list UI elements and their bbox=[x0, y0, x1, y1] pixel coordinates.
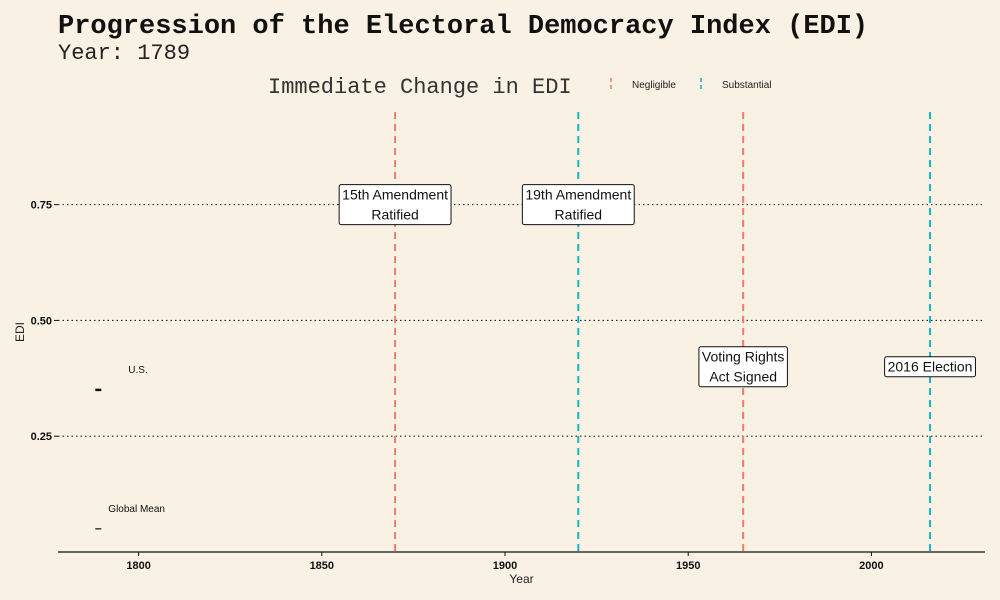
event-annotation-1870: 15th Amendment Ratified bbox=[338, 184, 452, 226]
series-label-global-mean: Global Mean bbox=[108, 504, 165, 515]
event-label-1870-line-2: Ratified bbox=[371, 207, 418, 223]
axes: 1800 1850 1900 1950 2000 0.25 0.50 0.75 Year EDI bbox=[13, 200, 985, 586]
event-label-2016-line-1: 2016 Election bbox=[888, 359, 973, 375]
y-tick-label-0.50: 0.50 bbox=[31, 315, 52, 327]
legend: Negligible Substantial bbox=[610, 78, 771, 92]
chart-title: Progression of the Electoral Democracy I… bbox=[58, 12, 868, 42]
event-annotation-1965: Voting Rights Act Signed bbox=[698, 346, 788, 388]
x-tick-label-1900: 1900 bbox=[493, 560, 517, 572]
chart-subtitle: Year: 1789 bbox=[58, 41, 190, 66]
event-label-box-1920 bbox=[521, 184, 635, 226]
y-tick-label-0.25: 0.25 bbox=[31, 431, 52, 443]
series-marks: U.S. Global Mean bbox=[95, 365, 165, 530]
event-lines bbox=[394, 112, 932, 552]
event-label-1965-line-2: Act Signed bbox=[709, 369, 777, 385]
event-label-box-1965 bbox=[698, 346, 788, 388]
legend-title: Immediate Change in EDI bbox=[268, 75, 572, 100]
event-label-1965-line-1: Voting Rights bbox=[702, 349, 785, 365]
event-label-box-2016 bbox=[884, 356, 976, 378]
y-axis-title: EDI bbox=[13, 322, 27, 342]
event-label-1920-line-1: 19th Amendment bbox=[525, 187, 631, 203]
x-axis-title: Year bbox=[509, 572, 533, 586]
event-annotation-2016: 2016 Election bbox=[884, 356, 976, 378]
gridlines bbox=[58, 204, 985, 437]
event-label-box-1870 bbox=[338, 184, 452, 226]
event-label-1870-line-1: 15th Amendment bbox=[342, 187, 448, 203]
legend-label-negligible: Negligible bbox=[632, 80, 676, 91]
event-label-1920-line-2: Ratified bbox=[555, 207, 602, 223]
x-tick-label-1850: 1850 bbox=[310, 560, 334, 572]
event-annotation-1920: 19th Amendment Ratified bbox=[521, 184, 635, 226]
x-tick-label-2000: 2000 bbox=[859, 560, 883, 572]
event-annotations: 15th Amendment Ratified 19th Amendment Rati… bbox=[338, 184, 976, 388]
legend-label-substantial: Substantial bbox=[722, 80, 771, 91]
x-tick-label-1800: 1800 bbox=[126, 560, 150, 572]
x-tick-label-1950: 1950 bbox=[676, 560, 700, 572]
series-label-u-s: U.S. bbox=[128, 365, 147, 376]
y-tick-label-0.75: 0.75 bbox=[31, 200, 52, 212]
